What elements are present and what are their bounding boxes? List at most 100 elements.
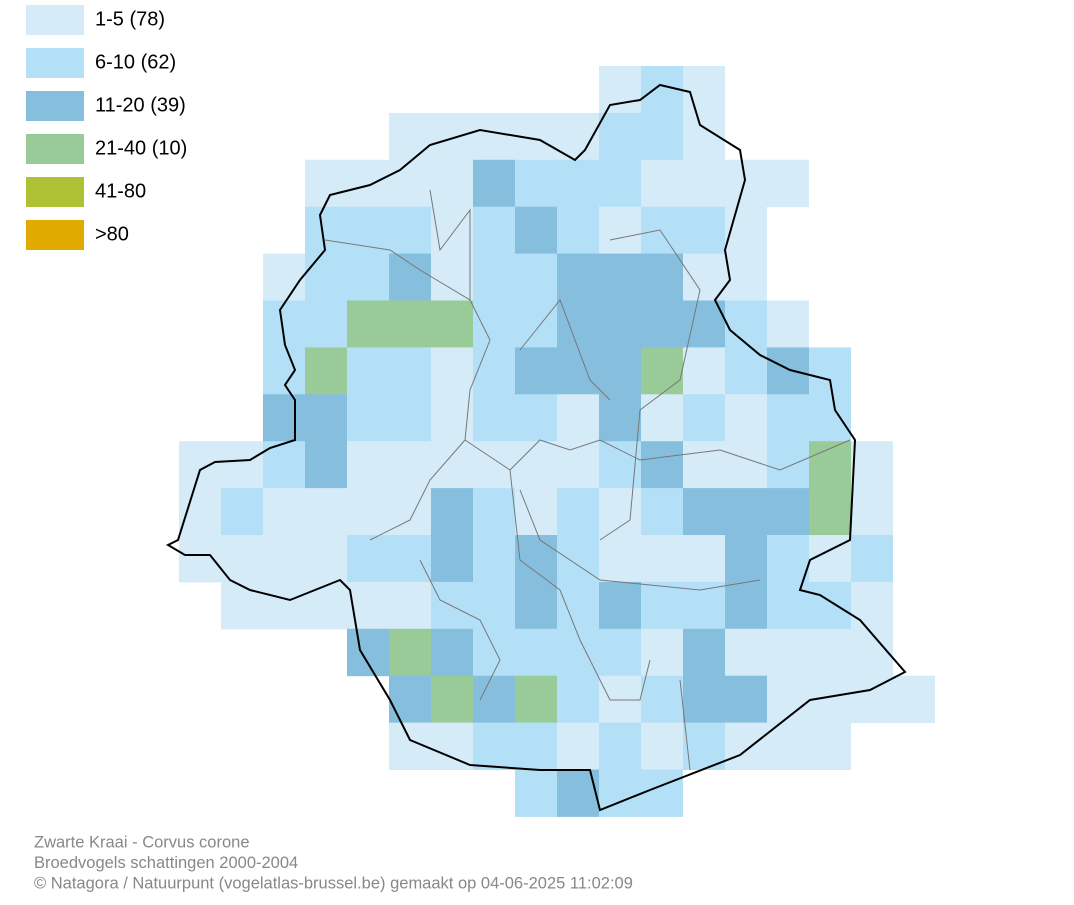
- grid-cell: [389, 488, 431, 536]
- grid-cell: [389, 628, 431, 677]
- grid-cell: [347, 394, 389, 442]
- grid-cell: [515, 675, 557, 724]
- grid-cell: [725, 206, 767, 255]
- grid-cell: [809, 722, 851, 770]
- grid-cell: [473, 206, 515, 255]
- grid-cell: [557, 394, 599, 442]
- grid-cell: [557, 206, 599, 255]
- grid-cell: [305, 535, 347, 583]
- grid-cell: [641, 581, 683, 630]
- grid-cell: [683, 159, 725, 208]
- legend-swatch: [26, 91, 84, 121]
- grid-cell: [557, 488, 599, 536]
- grid-cell: [473, 581, 515, 630]
- grid-cell: [767, 441, 809, 489]
- grid-cell: [515, 581, 557, 630]
- grid-cell: [557, 675, 599, 724]
- grid-cell: [347, 300, 389, 348]
- grid-cell: [263, 581, 305, 630]
- grid-cell: [473, 488, 515, 536]
- legend-swatch: [26, 177, 84, 207]
- grid-cell: [473, 675, 515, 724]
- grid-cell: [515, 347, 557, 395]
- grid-cell: [683, 722, 725, 770]
- grid-cell: [305, 441, 347, 489]
- grid-cell: [767, 488, 809, 536]
- grid-cell: [851, 488, 893, 536]
- grid-cell: [599, 769, 641, 817]
- grid-cell: [515, 300, 557, 348]
- grid-cell: [557, 581, 599, 630]
- grid-cell: [473, 535, 515, 583]
- grid-cell: [767, 159, 809, 208]
- commune-borders: [324, 189, 851, 771]
- grid-cell: [599, 628, 641, 677]
- grid-cell: [767, 675, 809, 724]
- grid-cell: [305, 347, 347, 395]
- grid-cell: [347, 488, 389, 536]
- grid-cell: [473, 347, 515, 395]
- grid-cell: [725, 581, 767, 630]
- grid-cell: [599, 112, 641, 161]
- grid-cell: [515, 159, 557, 208]
- grid-cell: [557, 722, 599, 770]
- grid-cell: [431, 253, 473, 301]
- grid-cell: [599, 535, 641, 583]
- grid-cell: [767, 394, 809, 442]
- grid-cell: [515, 769, 557, 817]
- grid-cell: [515, 253, 557, 301]
- grid-cell: [725, 159, 767, 208]
- grid-cell: [431, 628, 473, 677]
- grid-cell: [473, 441, 515, 489]
- grid-cell: [389, 347, 431, 395]
- grid-cell: [641, 253, 683, 301]
- grid-cell: [599, 159, 641, 208]
- grid-cell: [683, 66, 725, 114]
- grid-cell: [389, 112, 431, 161]
- grid-cell: [599, 66, 641, 114]
- grid-cell: [809, 581, 851, 630]
- grid-cell: [683, 206, 725, 255]
- grid-cell: [347, 535, 389, 583]
- grid-cell: [263, 394, 305, 442]
- grid-cell: [473, 112, 515, 161]
- grid-cell: [767, 535, 809, 583]
- grid-cell: [725, 535, 767, 583]
- grid-cell: [179, 488, 221, 536]
- grid-cell: [851, 441, 893, 489]
- grid-cell: [473, 722, 515, 770]
- grid-cell: [305, 488, 347, 536]
- grid-cell: [473, 300, 515, 348]
- grid-cell: [641, 722, 683, 770]
- grid-cell: [389, 394, 431, 442]
- grid-cell: [599, 394, 641, 442]
- grid-cell: [515, 206, 557, 255]
- grid-cell: [389, 675, 431, 724]
- grid-cell: [599, 581, 641, 630]
- grid-cell: [809, 488, 851, 536]
- grid-cell: [683, 535, 725, 583]
- grid-cell: [683, 441, 725, 489]
- grid-cell: [851, 581, 893, 630]
- grid-cell: [347, 441, 389, 489]
- grid-cell: [641, 675, 683, 724]
- grid-cell: [431, 159, 473, 208]
- grid-cell: [305, 159, 347, 208]
- grid-cell: [725, 441, 767, 489]
- grid-cell: [389, 253, 431, 301]
- grid-cell: [599, 675, 641, 724]
- grid-cell: [347, 253, 389, 301]
- grid-cell: [431, 488, 473, 536]
- grid-cell: [263, 347, 305, 395]
- grid-cell: [221, 535, 263, 583]
- grid-cell: [389, 535, 431, 583]
- grid-cell: [599, 722, 641, 770]
- grid-cell: [347, 347, 389, 395]
- grid-cell: [431, 675, 473, 724]
- grid-cell: [515, 394, 557, 442]
- footer-text: Zwarte Kraai - Corvus corone: [34, 833, 250, 851]
- grid-cell: [767, 300, 809, 348]
- grid-cell: [347, 581, 389, 630]
- grid-cell: [179, 535, 221, 583]
- grid-cell: [599, 206, 641, 255]
